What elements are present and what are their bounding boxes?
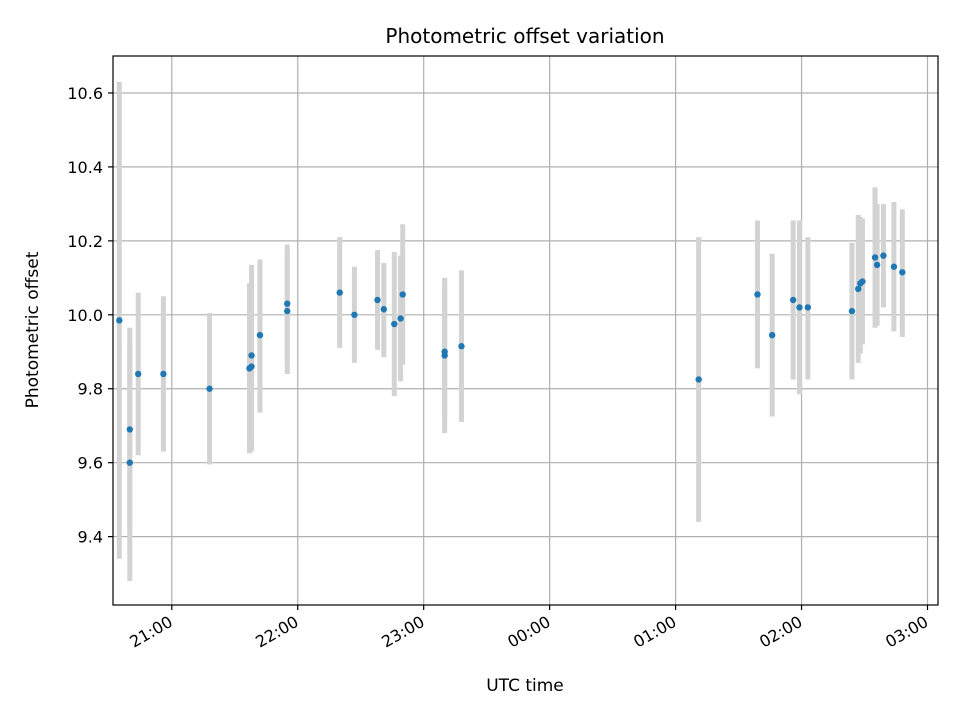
data-point [206,385,213,392]
data-point [890,263,898,270]
data-point [248,363,255,370]
data-point [899,269,906,276]
data-point [134,370,142,378]
y-axis-title: Photometric offset [23,251,43,408]
y-tick-label: 9.6 [78,454,103,473]
data-point [441,352,448,359]
data-point [284,300,291,307]
data-point [380,306,388,313]
data-point [126,426,133,433]
data-point [160,370,167,378]
data-point [399,291,406,298]
data-point [284,307,291,315]
y-tick-label: 10.2 [67,232,103,251]
chart-title: Photometric offset variation [385,24,664,48]
data-point [391,320,398,328]
y-tick-label: 10.4 [67,158,103,177]
data-point [248,352,255,359]
data-point [848,307,856,315]
data-point [796,304,803,311]
x-axis-title: UTC time [486,676,564,696]
data-point [116,317,123,324]
data-point [871,254,879,261]
data-point [789,296,797,304]
y-tick-label: 9.4 [78,528,103,547]
data-point [695,376,702,383]
data-point [768,331,776,339]
data-point [397,315,404,322]
y-tick-label: 9.8 [78,380,103,399]
data-point [754,291,761,298]
data-point [804,304,812,311]
data-point [859,278,866,285]
data-point [873,261,881,269]
data-point [855,285,862,293]
data-point [126,459,133,466]
data-point [374,296,381,304]
data-point [351,311,358,318]
y-tick-label: 10.0 [67,306,103,325]
data-point [458,343,465,350]
y-tick-label: 10.6 [67,84,103,103]
y-axis: 9.4 9.6 9.8 10.0 10.2 10.4 10.6 [67,84,113,547]
data-points [116,252,906,466]
data-point [336,289,343,296]
data-point [256,331,264,339]
data-point [880,252,887,259]
plot-frame [112,55,939,606]
